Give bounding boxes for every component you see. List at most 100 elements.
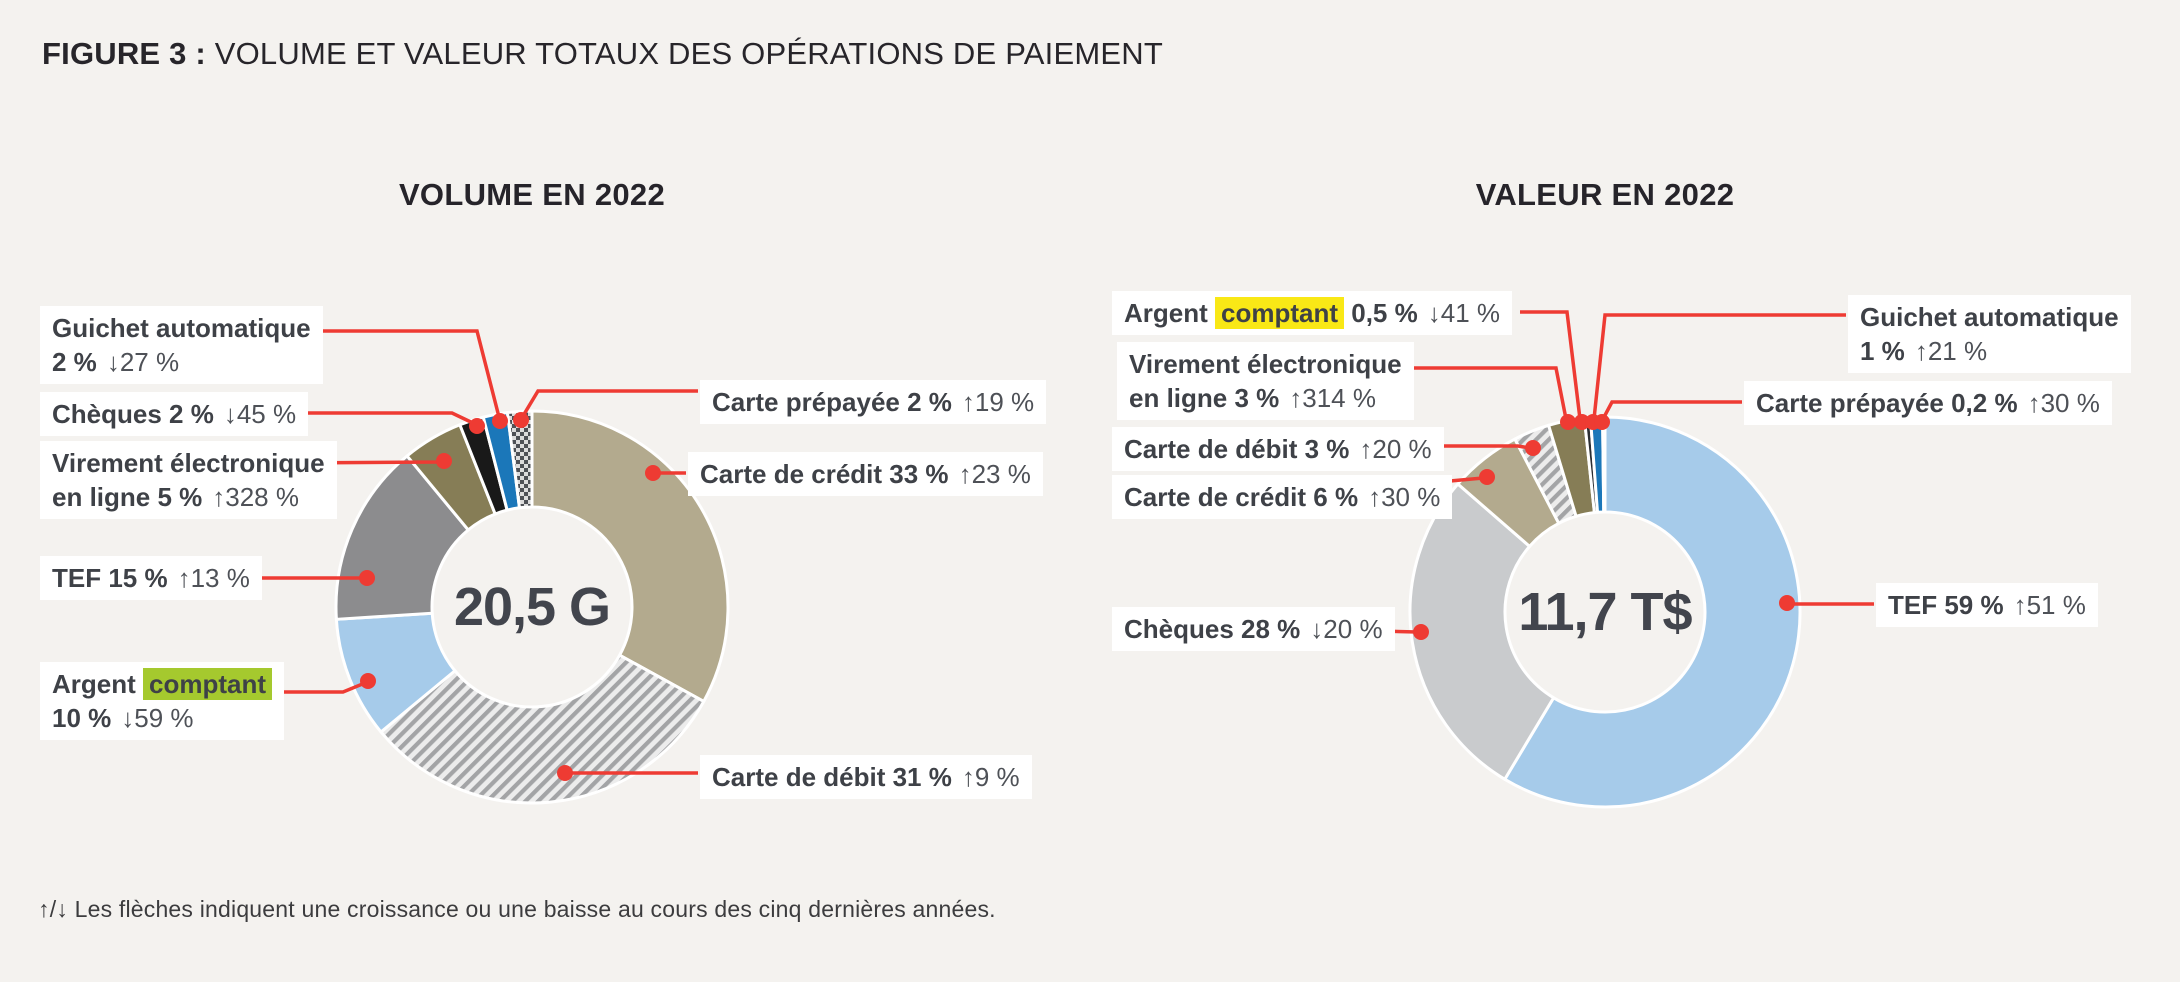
label-text: Argent: [1124, 298, 1208, 328]
leader-dot: [557, 765, 573, 781]
label-text: Chèques 2 %: [52, 399, 214, 429]
slice-label-volume-carte-prepayee: Carte prépayée 2 % ↑19 %: [700, 380, 1047, 424]
label-row: en ligne 5 % ↑328 %: [52, 480, 325, 514]
label-row: Guichet automatique: [1860, 300, 2119, 334]
leader-dot: [1560, 414, 1576, 430]
label-change: ↓27 %: [106, 347, 180, 377]
leader-dot: [359, 570, 375, 586]
figure-title: VOLUME ET VALEUR TOTAUX DES OPÉRATIONS D…: [214, 36, 1163, 71]
label-text: TEF 15 %: [52, 563, 168, 593]
label-change: ↑21 %: [1914, 336, 1988, 366]
footnote: ↑/↓ Les flèches indiquent une croissance…: [38, 896, 996, 922]
donut-center-value-volume: 20,5 G: [453, 577, 611, 637]
slice-volume-carte-de-credit: [530, 409, 730, 703]
slice-label-valeur-carte-de-debit: Carte de débit 3 % ↑20 %: [1112, 427, 1444, 471]
leader-dot: [513, 412, 529, 428]
leaders-volume: [242, 329, 698, 781]
label-row: Carte de crédit 6 % ↑30 %: [1124, 480, 1440, 514]
label-highlight: comptant: [143, 668, 273, 700]
leader-dot: [360, 673, 376, 689]
label-row: TEF 59 % ↑51 %: [1888, 588, 2086, 622]
slice-label-valeur-cheques: Chèques 28 % ↓20 %: [1112, 607, 1395, 651]
label-text: Carte de crédit 33 %: [700, 459, 949, 489]
label-row: 10 % ↓59 %: [52, 701, 272, 735]
label-row: Carte prépayée 2 % ↑19 %: [712, 385, 1034, 419]
leader-dot: [1779, 595, 1795, 611]
slice-label-valeur-tef: TEF 59 % ↑51 %: [1876, 583, 2098, 627]
label-text: 10 %: [52, 703, 112, 733]
figure-label: FIGURE 3 :: [42, 36, 206, 71]
label-text: Carte de crédit 6 %: [1124, 482, 1359, 512]
slice-volume-carte-de-debit: [379, 653, 706, 805]
leader-dot: [1479, 469, 1495, 485]
donut-volume: [334, 409, 730, 805]
label-change: ↓45 %: [223, 399, 297, 429]
leader-line: [1396, 366, 1570, 423]
label-text: Carte de débit 3 %: [1124, 434, 1350, 464]
label-text: 0,5 %: [1351, 298, 1418, 328]
label-change: ↑19 %: [961, 387, 1035, 417]
slice-label-volume-virement-electronique-en-ligne: Virement électronique en ligne 5 % ↑328 %: [40, 441, 337, 519]
label-change: ↑314 %: [1289, 383, 1376, 413]
label-text: Argent: [52, 669, 136, 699]
label-row: Carte de crédit 33 % ↑23 %: [700, 457, 1031, 491]
label-change: ↑30 %: [2027, 388, 2100, 418]
label-row: Virement électronique: [1129, 347, 1402, 381]
label-row: TEF 15 % ↑13 %: [52, 561, 250, 595]
label-change: ↓20 %: [1310, 614, 1383, 644]
leader-line: [1428, 444, 1533, 450]
slice-label-valeur-guichet-automatique: Guichet automatique 1 % ↑21 %: [1848, 295, 2131, 373]
chart-title-valeur: VALEUR EN 2022: [1475, 177, 1735, 212]
label-row: 2 % ↓27 %: [52, 345, 311, 379]
leader-dot: [1525, 440, 1541, 456]
label-text: 2 %: [52, 347, 97, 377]
label-text: en ligne 5 %: [52, 482, 203, 512]
leader-dot: [1574, 414, 1590, 430]
label-change: ↑20 %: [1359, 434, 1432, 464]
label-row: Argent comptant 0,5 % ↓41 %: [1124, 296, 1500, 330]
figure-heading: FIGURE 3 : VOLUME ET VALEUR TOTAUX DES O…: [42, 36, 1163, 72]
label-text: Guichet automatique: [52, 313, 311, 343]
leader-line: [1786, 601, 1874, 606]
slice-label-volume-cheques: Chèques 2 % ↓45 %: [40, 392, 309, 436]
label-change: ↓59 %: [121, 703, 194, 733]
donut-center-value-valeur: 11,7 T$: [1518, 582, 1692, 642]
leader-dot: [492, 413, 508, 429]
slice-label-volume-tef: TEF 15 % ↑13 %: [40, 556, 262, 600]
slice-valeur-tef: [1503, 415, 1802, 809]
label-text: en ligne 3 %: [1129, 383, 1280, 413]
label-row: Carte de débit 3 % ↑20 %: [1124, 432, 1432, 466]
label-row: Guichet automatique: [52, 311, 311, 345]
label-row: Carte de débit 31 % ↑9 %: [712, 760, 1020, 794]
label-row: Chèques 28 % ↓20 %: [1124, 612, 1383, 646]
leader-dot: [469, 418, 485, 434]
slice-label-valeur-virement-electronique-en-ligne: Virement électronique en ligne 3 % ↑314 %: [1117, 342, 1414, 420]
leader-dot: [1594, 414, 1610, 430]
label-text: Virement électronique: [1129, 349, 1402, 379]
slice-label-valeur-argent-comptant: Argent comptant 0,5 % ↓41 %: [1112, 291, 1513, 335]
slice-volume-carte-prepayee: [505, 409, 534, 510]
label-change: ↑13 %: [177, 563, 250, 593]
slice-label-valeur-carte-prepayee: Carte prépayée 0,2 % ↑30 %: [1744, 381, 2112, 425]
label-text: Carte prépayée 2 %: [712, 387, 952, 417]
label-change: ↑30 %: [1368, 482, 1441, 512]
slice-label-volume-carte-de-credit: Carte de crédit 33 % ↑23 %: [688, 452, 1043, 496]
label-text: 1 %: [1860, 336, 1905, 366]
label-row: Virement électronique: [52, 446, 325, 480]
slice-label-volume-argent-comptant: Argent comptant 10 % ↓59 %: [40, 662, 285, 740]
label-text: Chèques 28 %: [1124, 614, 1301, 644]
slice-label-volume-carte-de-debit: Carte de débit 31 % ↑9 %: [700, 755, 1032, 799]
label-change: ↑51 %: [2013, 590, 2086, 620]
slice-label-valeur-carte-de-credit: Carte de crédit 6 % ↑30 %: [1112, 475, 1453, 519]
leader-dot: [645, 465, 661, 481]
label-row: Chèques 2 % ↓45 %: [52, 397, 296, 431]
slice-label-volume-guichet-automatique: Guichet automatique 2 % ↓27 %: [40, 306, 323, 384]
label-change: ↑23 %: [958, 459, 1031, 489]
leader-dot: [436, 453, 452, 469]
label-change: ↑328 %: [212, 482, 299, 512]
leader-dot: [1413, 624, 1429, 640]
label-row: Carte prépayée 0,2 % ↑30 %: [1756, 386, 2100, 420]
label-text: Carte de débit 31 %: [712, 762, 952, 792]
